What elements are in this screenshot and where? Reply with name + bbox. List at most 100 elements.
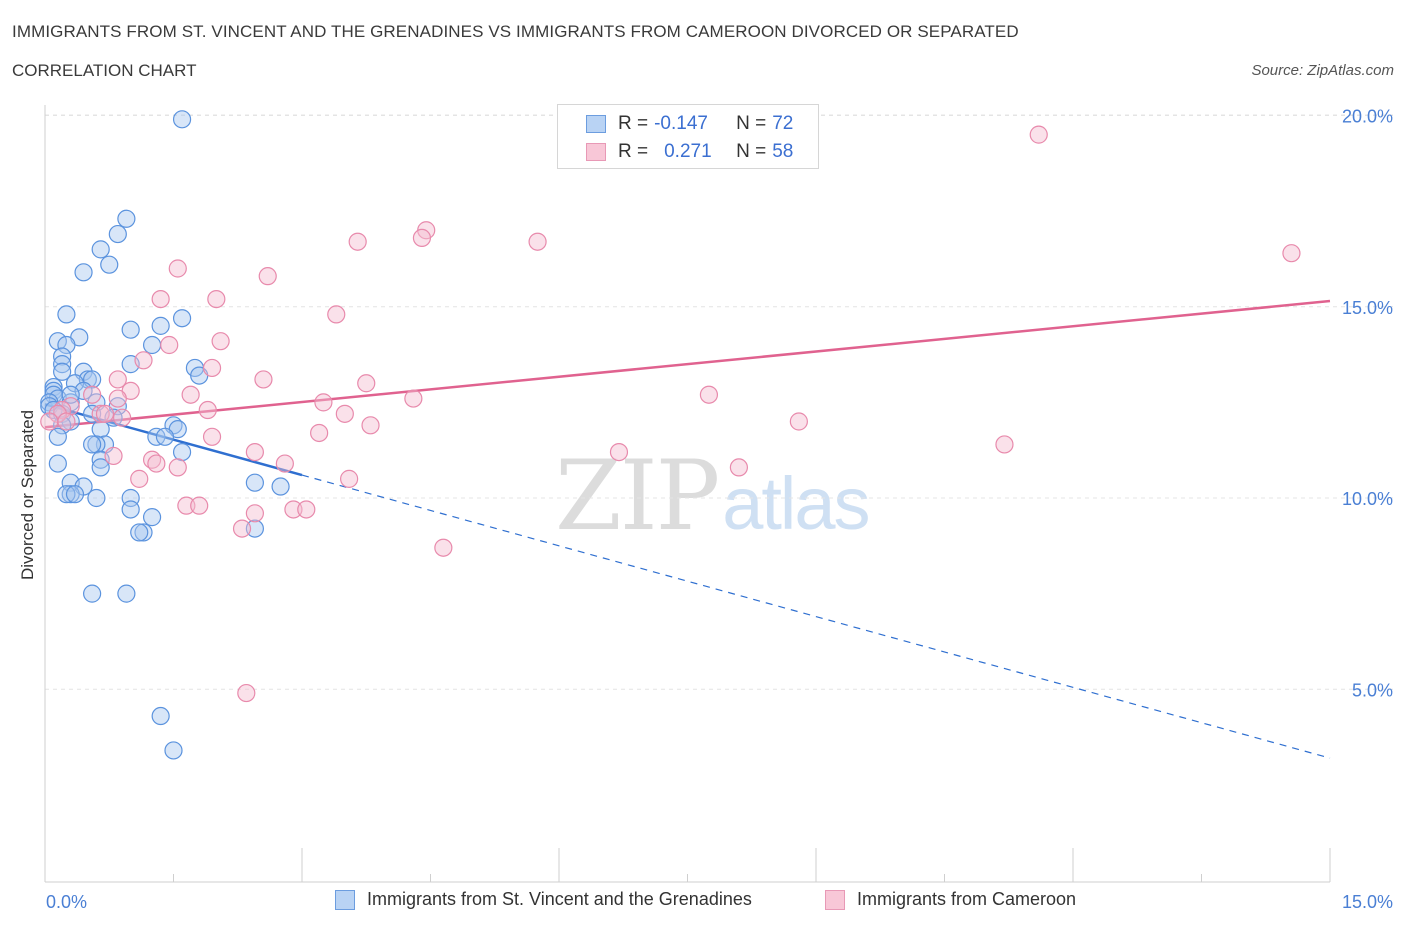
pink-data-point [181, 385, 200, 404]
pink-data-point [412, 228, 432, 247]
label-layer: 5.0% 10.0% 15.0% 20.0% 0.0% 15.0% Divorced or … [18, 107, 1393, 913]
pink-data-point [108, 389, 127, 408]
pink-data-point [528, 232, 547, 251]
pink-data-point [404, 389, 423, 408]
pink-data-point [168, 458, 187, 477]
pink-data-point [147, 454, 166, 473]
pink-trend-line [44, 299, 1331, 429]
pink-data-point [168, 259, 187, 278]
pink-data-point [134, 351, 153, 370]
pink-data-point [609, 443, 629, 462]
pink-data-point [284, 500, 303, 519]
pink-data-point [327, 305, 346, 324]
chart-title: IMMIGRANTS FROM ST. VINCENT AND THE GREN… [12, 22, 1019, 41]
pink-data-point [104, 446, 123, 466]
pink-data-point [202, 427, 222, 446]
pink-data-point [434, 538, 453, 557]
grid-layer [45, 114, 1395, 690]
blue-data-point [172, 443, 192, 462]
r-value: -0.147 [654, 113, 708, 134]
pink-data-point [245, 504, 264, 523]
blue-swatch [335, 889, 355, 910]
blue-data-point [121, 320, 140, 339]
bottom-legend-label: Immigrants from Cameroon [857, 889, 1077, 909]
r-label: R = [618, 113, 649, 134]
pink-data-point [258, 267, 277, 286]
pink-data-point [95, 404, 115, 423]
blue-data-point [142, 335, 162, 355]
axis-layer [44, 105, 1331, 883]
pink-data-point [314, 393, 333, 412]
y-axis-label: Divorced or Separated [18, 410, 37, 580]
source-label: Source: ZipAtlas.com [1251, 62, 1394, 79]
pink-data-point [245, 443, 264, 462]
pink-data-point [112, 408, 132, 427]
pink-data-point [57, 412, 76, 431]
pink-data-point [335, 404, 354, 423]
blue-data-point [245, 519, 264, 538]
pink-data-point [202, 358, 222, 378]
blue-data-point [172, 309, 192, 328]
y-tick-label: 20.0% [1342, 107, 1393, 127]
r-value: 0.271 [664, 141, 712, 162]
pink-data-point [160, 335, 179, 355]
watermark: ZIPatlas [555, 440, 871, 552]
blue-data-point [87, 488, 106, 508]
blue-data-point [108, 224, 127, 244]
blue-data-point [151, 316, 170, 335]
blue-trend-line-extension [301, 474, 1331, 759]
pink-data-point [361, 416, 380, 435]
points-layer [40, 110, 1301, 760]
pink-data-point [297, 500, 316, 519]
blue-data-point [57, 335, 76, 355]
blue-data-point [57, 305, 76, 324]
y-tick-label: 15.0% [1342, 298, 1393, 318]
blue-data-point [83, 435, 102, 454]
pink-data-point [789, 412, 808, 431]
n-value: 58 [772, 141, 794, 162]
pink-data-point [310, 423, 329, 443]
blue-data-point [74, 263, 93, 282]
pink-data-point [340, 469, 359, 488]
blue-data-point [130, 523, 149, 542]
bottom-legend-item-blue[interactable]: Immigrants from St. Vincent and the Gren… [335, 889, 752, 910]
pink-data-point [207, 290, 226, 309]
y-tick-label: 10.0% [1342, 489, 1393, 509]
pink-swatch [825, 889, 845, 910]
blue-data-point [83, 584, 102, 603]
pink-swatch [586, 143, 606, 161]
blue-data-point [48, 427, 67, 446]
blue-data-point [91, 240, 110, 259]
blue-data-point [172, 110, 192, 129]
pink-data-point [729, 458, 749, 477]
n-label: N = [736, 141, 767, 162]
stats-legend: R = -0.147 N = 72 R = 0.271 N = 58 [557, 104, 819, 169]
pink-data-point [275, 454, 294, 473]
pink-data-point [40, 412, 59, 431]
blue-data-point [100, 255, 119, 274]
r-label: R = [618, 141, 649, 162]
blue-data-point [53, 355, 72, 374]
blue-data-point [121, 500, 140, 519]
blue-data-point [91, 458, 110, 477]
pink-data-point [237, 683, 256, 703]
pink-data-point [357, 374, 376, 393]
pink-data-point [198, 400, 217, 420]
blue-data-point [245, 473, 264, 492]
bottom-legend-item-pink[interactable]: Immigrants from Cameroon [825, 889, 1076, 910]
blue-data-point [155, 427, 175, 446]
blue-data-point [151, 706, 170, 726]
blue-data-point [164, 741, 183, 760]
n-label: N = [736, 113, 767, 134]
pink-data-point [151, 290, 170, 309]
y-tick-label: 5.0% [1352, 680, 1393, 700]
n-value: 72 [772, 113, 794, 134]
watermark-atlas: atlas [722, 462, 870, 545]
pink-data-point [177, 496, 196, 515]
pink-data-point [1029, 125, 1048, 144]
x-tick-label: 15.0% [1342, 892, 1393, 912]
bottom-legend-label: Immigrants from St. Vincent and the Gren… [367, 889, 752, 909]
pink-data-point [83, 385, 102, 404]
pink-data-point [232, 519, 252, 538]
